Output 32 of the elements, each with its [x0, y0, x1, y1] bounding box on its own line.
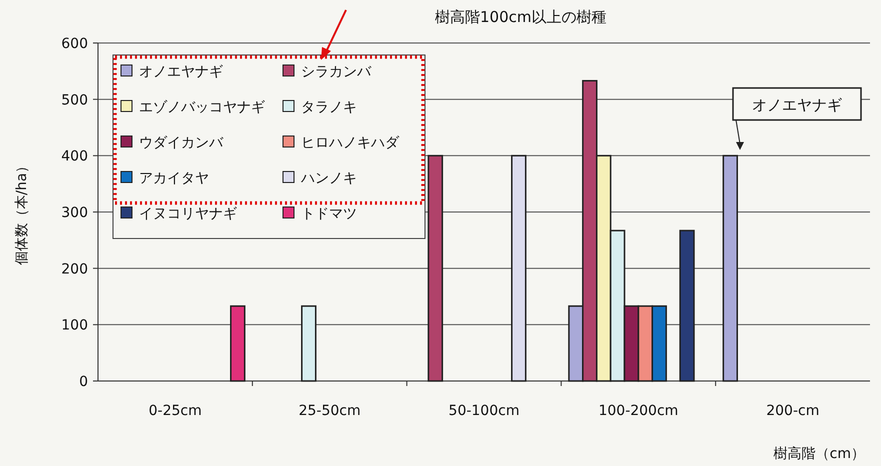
x-tick-label: 200-cm	[766, 403, 820, 419]
bar	[301, 305, 316, 382]
legend-label: ヒロハノキハダ	[301, 135, 400, 151]
bar	[428, 154, 444, 382]
x-tick-label: 0-25cm	[148, 403, 202, 419]
legend-label: イヌコリヤナギ	[139, 206, 237, 222]
bar	[230, 305, 246, 382]
y-tick-label: 0	[79, 374, 88, 390]
y-axis-title: 個体数（本/ha）	[14, 158, 30, 266]
x-tick-label: 50-100cm	[448, 403, 520, 419]
annotation: オノエヤナギ	[752, 96, 842, 114]
legend-label: ウダイカンバ	[139, 135, 224, 151]
legend-label: オノエヤナギ	[139, 64, 223, 80]
legend-label: エゾノバッコヤナギ	[139, 100, 265, 116]
legend-label: アカイタヤ	[139, 170, 209, 186]
legend-label: トドマツ	[301, 206, 357, 222]
y-tick-label: 400	[61, 148, 88, 165]
legend-label: シラカンバ	[301, 64, 372, 80]
y-tick-label: 500	[61, 92, 88, 108]
bar	[511, 154, 526, 382]
legend-label: ハンノキ	[300, 170, 357, 186]
y-tick-label: 100	[61, 318, 88, 334]
text: 樹高階100cm以上の樹種	[435, 8, 606, 26]
y-tick-label: 600	[61, 36, 88, 52]
y-tick-label: 300	[61, 205, 88, 221]
legend-label: タラノキ	[301, 100, 357, 116]
bar	[722, 154, 738, 382]
y-tick-label: 200	[61, 261, 88, 278]
bar	[679, 230, 695, 382]
x-axis-title: 樹高階（cm）	[774, 446, 865, 462]
x-tick-label: 100-200cm	[598, 403, 678, 419]
x-tick-label: 25-50cm	[298, 403, 361, 419]
